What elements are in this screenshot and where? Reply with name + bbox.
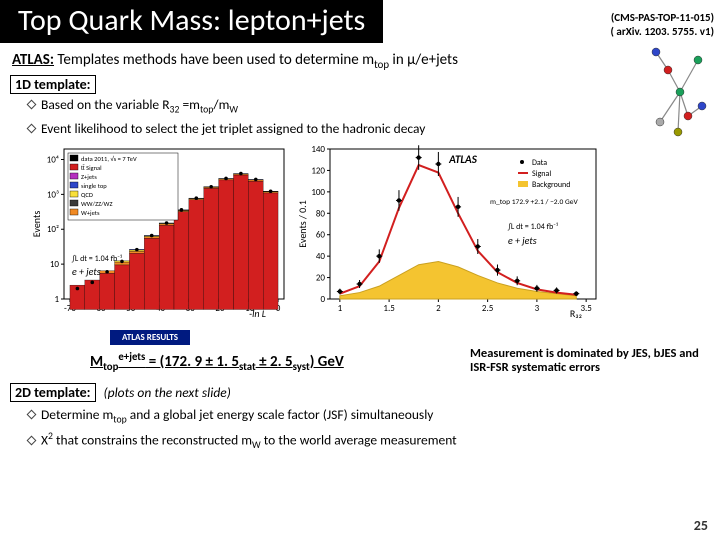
diamond-icon	[27, 435, 37, 445]
svg-text:2: 2	[436, 303, 441, 314]
bullet-likelihood: Event likelihood to select the jet tripl…	[0, 118, 720, 139]
svg-text:Signal: Signal	[532, 169, 551, 179]
template-2d-row: 2D template: (plots on the next slide)	[0, 377, 720, 404]
plots-row: 11010²10³10⁴-70-60-50-40-30-20-100data 2…	[0, 139, 720, 326]
svg-text:10²: 10²	[47, 224, 59, 235]
template-2d-label: 2D template:	[10, 383, 96, 402]
svg-text:100: 100	[311, 187, 325, 198]
svg-text:1.5: 1.5	[383, 303, 395, 314]
svg-text:20: 20	[316, 272, 326, 283]
result-note: Measurement is dominated by JES, bJES an…	[470, 347, 710, 376]
plot1-svg: 11010²10³10⁴-70-60-50-40-30-20-100data 2…	[28, 143, 288, 319]
svg-text:data 2011, √s = 7 TeV: data 2011, √s = 7 TeV	[81, 155, 137, 163]
svg-text:140: 140	[311, 144, 325, 155]
svg-text:Background: Background	[532, 180, 570, 190]
svg-text:10³: 10³	[47, 189, 59, 200]
svg-text:1: 1	[54, 294, 59, 305]
svg-text:120: 120	[311, 165, 325, 176]
svg-text:e + jets: e + jets	[72, 265, 101, 278]
svg-text:2.5: 2.5	[482, 303, 494, 314]
svg-text:ATLAS: ATLAS	[448, 153, 478, 166]
svg-text:m_top 172.9 +2.1 / −2.0 GeV: m_top 172.9 +2.1 / −2.0 GeV	[490, 198, 578, 207]
bullet-jsf: Determine mtop and a global jet energy s…	[0, 404, 720, 428]
svg-text:3: 3	[535, 303, 540, 314]
bullet-r32: Based on the variable R32 =mtop/mW	[0, 94, 720, 118]
svg-text:0: 0	[320, 294, 325, 305]
ref-cms: (CMS-PAS-TOP-11-015)	[610, 11, 714, 24]
decay-diagram-icon	[646, 42, 714, 142]
svg-text:80: 80	[316, 208, 326, 219]
atlas-intro: ATLAS: Templates methods have been used …	[0, 43, 720, 75]
plots-next-note: (plots on the next slide)	[104, 384, 231, 401]
result-equation: Mtope+jets = (172. 9 ± 1. 5stat ± 2. 5sy…	[90, 350, 344, 373]
svg-text:1: 1	[338, 303, 343, 314]
svg-text:single top: single top	[81, 182, 107, 190]
svg-text:3.5: 3.5	[580, 303, 592, 314]
plot2-svg: 0 20 40 60 80 100 120 140 1 1.5 2 2.5 3 3.5 ATLAS DataS…	[292, 143, 602, 319]
template-1d-label: 1D template:	[10, 75, 96, 94]
result-line: Mtope+jets = (172. 9 ± 1. 5stat ± 2. 5sy…	[0, 345, 720, 378]
svg-text:W+jets: W+jets	[81, 209, 100, 217]
bullet-x2: X2 that constrains the reconstructed mW …	[0, 428, 720, 453]
svg-text:10: 10	[50, 259, 60, 270]
diamond-icon	[27, 100, 37, 110]
slide-title: Top Quark Mass: lepton+jets	[0, 0, 383, 43]
diamond-icon	[27, 410, 37, 420]
svg-text:∫L dt = 1.04 fb⁻¹: ∫L dt = 1.04 fb⁻¹	[507, 222, 558, 232]
slide-header: Top Quark Mass: lepton+jets (CMS-PAS-TOP…	[0, 0, 720, 43]
svg-text:e + jets: e + jets	[508, 234, 537, 247]
svg-text:-ln L: -ln L	[249, 307, 266, 319]
svg-text:Events / 0.1: Events / 0.1	[296, 200, 309, 248]
svg-text:WW/ZZ/WZ: WW/ZZ/WZ	[81, 200, 113, 208]
svg-text:60: 60	[316, 229, 326, 240]
plot-events-r32: 0 20 40 60 80 100 120 140 1 1.5 2 2.5 3 3.5 ATLAS DataS…	[292, 143, 602, 324]
svg-text:10⁴: 10⁴	[47, 154, 59, 165]
plot-events-lnl: 11010²10³10⁴-70-60-50-40-30-20-100data 2…	[28, 143, 288, 324]
svg-text:Z+jets: Z+jets	[81, 173, 97, 181]
svg-text:40: 40	[316, 251, 326, 262]
svg-text:QCD: QCD	[81, 191, 93, 199]
svg-text:R₃₂: R₃₂	[570, 307, 582, 319]
diamond-icon	[27, 123, 37, 133]
svg-text:Data: Data	[532, 158, 547, 168]
atlas-results-badge: ATLAS RESULTS	[110, 330, 190, 345]
svg-text:Events: Events	[30, 210, 43, 237]
page-number: 25	[694, 517, 708, 534]
svg-text:tt̄ Signal: tt̄ Signal	[81, 164, 102, 172]
reference-box: (CMS-PAS-TOP-11-015) ( arXiv. 1203. 5755…	[610, 5, 720, 37]
svg-text:∫L dt = 1.04 fb⁻¹: ∫L dt = 1.04 fb⁻¹	[71, 254, 122, 264]
atlas-label: ATLAS:	[12, 51, 54, 69]
ref-arxiv: ( arXiv. 1203. 5755. v1)	[610, 25, 714, 38]
